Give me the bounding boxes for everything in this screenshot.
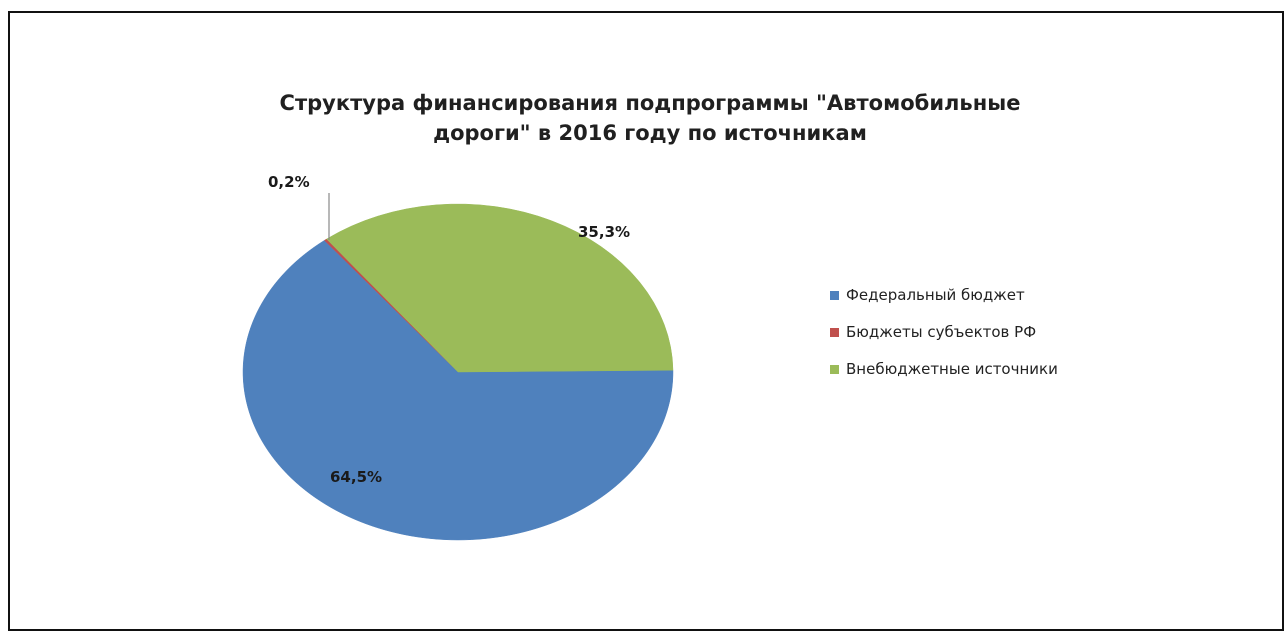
legend-label-2: Внебюджетные источники bbox=[846, 360, 1058, 378]
legend-swatch-1 bbox=[830, 328, 839, 337]
legend-swatch-0 bbox=[830, 291, 839, 300]
chart-title-line2: дороги" в 2016 году по источникам bbox=[433, 121, 867, 145]
data-label-2: 35,3% bbox=[578, 223, 630, 241]
legend-label-1: Бюджеты субъектов РФ bbox=[846, 323, 1036, 341]
chart-title: Структура финансирования подпрограммы "А… bbox=[160, 88, 1140, 148]
pie-slice-0 bbox=[242, 240, 674, 541]
legend-label-0: Федеральный бюджет bbox=[846, 286, 1025, 304]
chart-title-line1: Структура финансирования подпрограммы "А… bbox=[279, 91, 1021, 115]
legend-swatch-2 bbox=[830, 365, 839, 374]
data-label-0: 64,5% bbox=[330, 468, 382, 486]
pie-slice-2 bbox=[326, 203, 674, 373]
data-label-1: 0,2% bbox=[268, 173, 310, 191]
